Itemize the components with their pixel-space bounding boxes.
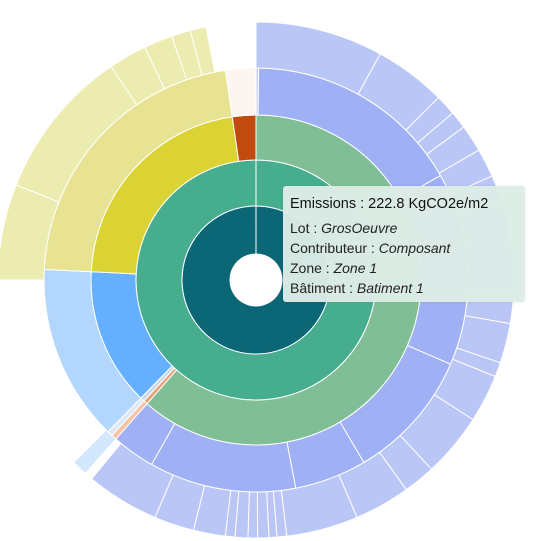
tooltip: Emissions : 222.8 KgCO2e/m2 Lot : GrosOe…: [283, 186, 525, 302]
tooltip-contributeur-label: Contributeur: [290, 240, 368, 256]
tooltip-batiment-label: Bâtiment: [290, 280, 346, 296]
tooltip-zone-row: Zone : Zone 1: [290, 260, 378, 276]
ring-5-segment-28[interactable]: [0, 279, 107, 464]
tooltip-zone-value: Zone 1: [333, 260, 378, 276]
tooltip-contributeur-value: Composant: [378, 240, 451, 256]
tooltip-batiment-value: Batiment 1: [356, 280, 424, 296]
tooltip-lot-value: GrosOeuvre: [321, 220, 398, 236]
tooltip-lot-row: Lot : GrosOeuvre: [290, 220, 398, 236]
tooltip-title: Emissions : 222.8 KgCO2e/m2: [290, 196, 489, 212]
tooltip-batiment-row: Bâtiment : Batiment 1: [290, 280, 424, 296]
tooltip-contributeur-row: Contributeur : Composant: [290, 240, 451, 256]
tooltip-lot-label: Lot: [290, 220, 310, 236]
ring-5-segment-19[interactable]: [256, 491, 270, 539]
tooltip-zone-label: Zone: [290, 260, 322, 276]
ring-5-segment-35[interactable]: [205, 21, 246, 73]
